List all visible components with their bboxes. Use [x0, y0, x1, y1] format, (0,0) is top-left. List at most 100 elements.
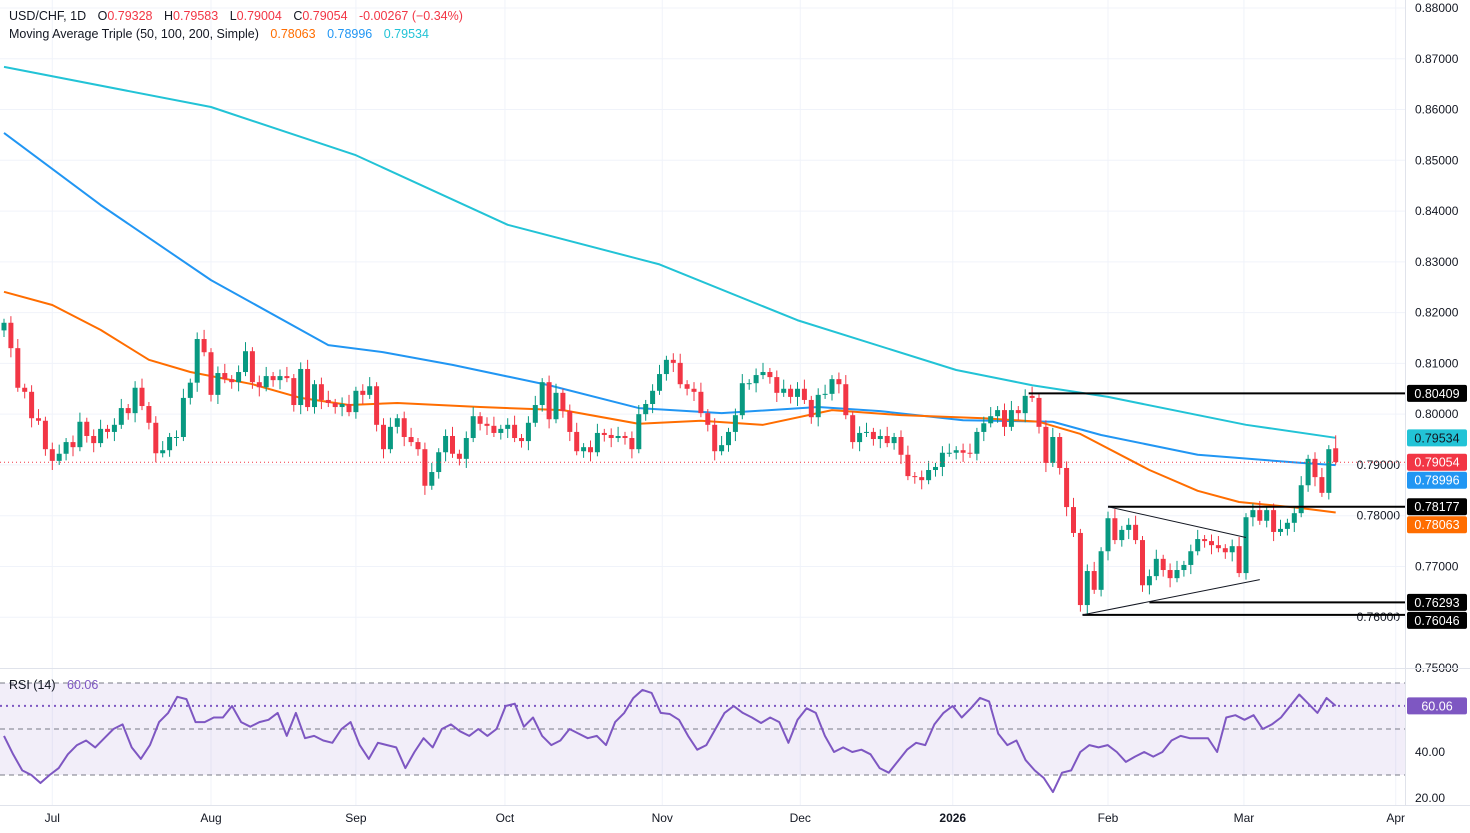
candle-body [960, 450, 966, 453]
sma-200-line [3, 65, 1336, 439]
candle-body [1305, 458, 1311, 486]
price-tick-label: 0.85000 [1415, 153, 1459, 167]
candle-body [933, 466, 938, 471]
candle-body [946, 452, 952, 454]
candle-body [1250, 510, 1256, 518]
candle-body [187, 382, 193, 398]
time-tick-label: Nov [652, 811, 673, 825]
candle-body [456, 453, 462, 459]
candle-body [1202, 539, 1208, 542]
candle-body [325, 399, 331, 403]
candle-body [91, 435, 97, 444]
time-tick-label: Aug [200, 811, 221, 825]
time-tick-label: Jul [45, 811, 60, 825]
candle-body [857, 432, 863, 443]
candle-body [870, 431, 876, 440]
price-tick-label: 0.80000 [1415, 407, 1459, 421]
candle-body [1181, 564, 1187, 571]
ma50-price-label-bg [1407, 516, 1467, 534]
candle-body [608, 434, 614, 439]
candle-body [753, 375, 759, 384]
candle-body [850, 415, 856, 443]
candle-body [926, 470, 932, 481]
candle-body [1264, 510, 1270, 521]
candle-body [146, 406, 152, 423]
candle-body [229, 379, 235, 383]
candle-body [546, 382, 552, 420]
price-tick-label: 0.82000 [1415, 306, 1459, 320]
candle-body [732, 415, 738, 432]
candle-body [1146, 576, 1152, 586]
candle-body [1236, 546, 1242, 574]
candle-body [1312, 458, 1318, 478]
candle-body [836, 379, 842, 385]
rsi-name: RSI (14) [9, 678, 56, 692]
triangle-trendline[interactable] [1082, 579, 1260, 616]
price-tick-label: 0.87000 [1415, 52, 1459, 66]
sma-50-line [3, 290, 1336, 514]
candle-body [450, 435, 455, 454]
candle-body [525, 422, 531, 442]
candle-body [891, 437, 897, 444]
candle-body [512, 424, 518, 439]
level-price-label: 0.78177 [1414, 500, 1459, 514]
candle-body [1133, 524, 1139, 541]
candle-body [1188, 551, 1194, 565]
ma50-price-label: 0.78063 [1414, 518, 1459, 532]
level-price-label-bg [1407, 593, 1467, 611]
time-tick-label: Oct [496, 811, 515, 825]
candle-body [939, 452, 945, 467]
candle-body [1091, 571, 1097, 590]
candle-body [532, 405, 538, 423]
candle-body [808, 399, 814, 418]
ma200-price-label: 0.79534 [1414, 431, 1459, 445]
candle-body [553, 392, 559, 420]
candle-body [1119, 529, 1125, 541]
candle-body [15, 348, 21, 388]
candle-body [843, 384, 849, 416]
candle-body [1029, 395, 1035, 398]
triangle-trendline[interactable] [1107, 506, 1247, 539]
candle-body [919, 477, 925, 481]
close-value: 0.79054 [302, 9, 348, 23]
ma100-price-label-bg [1407, 471, 1467, 489]
last-price-label: 0.79054 [1414, 456, 1459, 470]
candle-body [1126, 524, 1132, 530]
candle-body [629, 438, 635, 450]
candle-body [484, 423, 490, 426]
candle-body [153, 422, 159, 454]
level-price-label-bg [1407, 498, 1467, 516]
candle-body [408, 437, 414, 443]
close-label: C [293, 9, 303, 23]
candle-body [801, 388, 807, 400]
candle-body [174, 437, 179, 439]
candle-body [118, 408, 124, 425]
price-tick-label: 0.78000 [1357, 509, 1401, 523]
candle-body [1, 322, 7, 331]
candle-body [622, 435, 628, 439]
candle-body [1071, 507, 1076, 533]
candle-body [995, 410, 1001, 417]
candle-body [905, 454, 911, 477]
candle-body [98, 428, 104, 444]
time-tick-label: Sep [345, 811, 367, 825]
candle-body [1002, 410, 1007, 427]
ma-legend[interactable]: Moving Average Triple (50, 100, 200, Sim… [9, 27, 429, 41]
candle-body [1167, 570, 1173, 579]
ma100-price-label: 0.78996 [1414, 474, 1459, 488]
rsi-legend[interactable]: RSI (14) 60.06 [9, 678, 98, 692]
candle-body [1229, 546, 1235, 553]
candle-body [567, 411, 573, 432]
candle-body [1098, 551, 1104, 590]
candle-body [974, 431, 980, 454]
candle-body [160, 450, 166, 454]
candle-body [1043, 426, 1049, 463]
candle-body [746, 383, 752, 385]
candle-body [1174, 570, 1180, 579]
symbol-title: USD/CHF, 1D [9, 9, 87, 23]
symbol-legend: USD/CHF, 1D O0.79328 H0.79583 L0.79004 C… [9, 9, 463, 23]
candle-body [339, 404, 345, 408]
candle-body [270, 376, 276, 381]
candle-body [539, 382, 545, 406]
